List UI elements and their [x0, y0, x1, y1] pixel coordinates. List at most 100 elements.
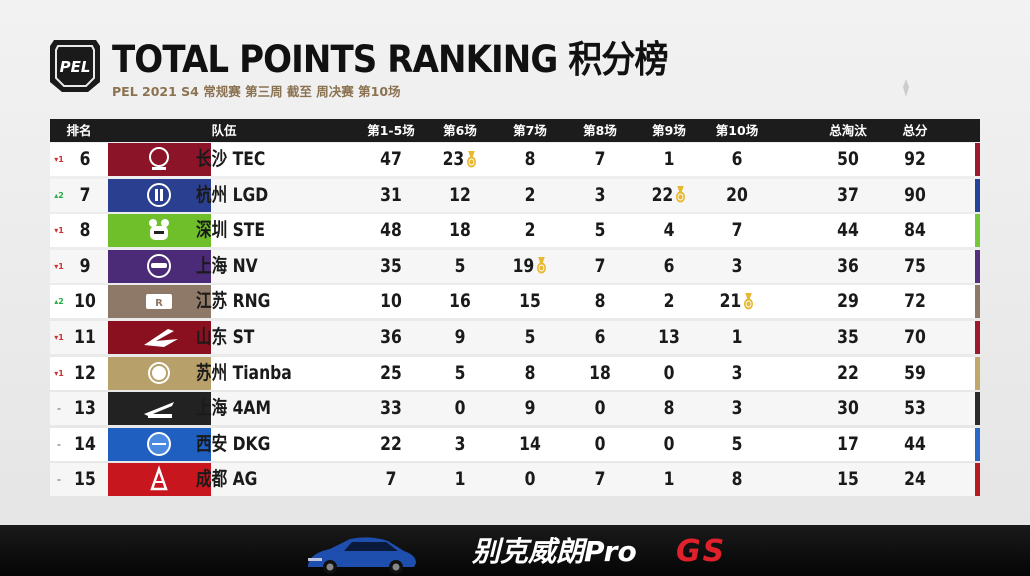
score-cell-m7: 2 [510, 179, 551, 212]
score-cell-m10: 3 [712, 250, 763, 283]
ranking-table: 排名 队伍 第1-5场 第6场 第7场 第8场 第9场 第10场 总淘汰 总分 … [50, 119, 980, 499]
score-cell-m1-5: 31 [361, 179, 420, 212]
score-cell-total: 44 [896, 428, 934, 461]
team-color-edge [975, 356, 980, 390]
score-value: 8 [524, 148, 536, 170]
score-value: 1 [663, 468, 675, 491]
score-cell-m1-5: 36 [361, 321, 420, 354]
table-row: ▾1 6 长沙 TEC 47 23 8 7 1 6 50 92 [50, 143, 980, 176]
rank-cell: 15 [74, 468, 96, 491]
col-match-8: 第8场 [583, 123, 617, 138]
score-cell-m9: 2 [649, 285, 690, 318]
score-cell-m1-5: 7 [361, 463, 420, 496]
score-cell-m7: 15 [510, 285, 551, 318]
table-row: ▾1 11 山东 ST 36 9 5 6 13 1 35 70 [50, 321, 980, 354]
team-name-cell: 西安 DKG [196, 432, 271, 455]
team-color-edge [975, 392, 980, 426]
score-value: 18 [449, 219, 471, 242]
score-cell-m9: 1 [649, 463, 690, 496]
score-cell-m9: 4 [649, 214, 690, 247]
score-value: 2 [663, 290, 675, 313]
score-value: 5 [731, 432, 743, 455]
score-value: 9 [524, 397, 536, 420]
score-value: 18 [589, 361, 611, 384]
score-cell-total: 24 [896, 463, 934, 496]
score-value: 36 [380, 326, 402, 348]
score-cell-m8: 7 [580, 463, 621, 496]
score-value: 36 [837, 254, 859, 277]
score-cell-total: 92 [896, 143, 934, 176]
score-value: 0 [594, 432, 606, 455]
team-color-edge [975, 463, 980, 497]
score-value: 84 [904, 219, 926, 242]
score-value: 5 [594, 219, 606, 242]
lgd-logo [108, 178, 211, 212]
table-row: ▾1 8 深圳 STE 48 18 2 5 4 7 44 84 [50, 214, 980, 248]
rank-cell: 12 [74, 361, 96, 384]
score-value: 6 [731, 148, 743, 170]
score-value: 5 [524, 326, 536, 348]
score-value: 92 [904, 148, 926, 170]
score-cell-m10: 21 [712, 285, 763, 318]
score-cell-m9: 1 [649, 143, 690, 176]
team-name-cell: 杭州 LGD [196, 183, 269, 206]
score-cell-m10: 6 [712, 143, 763, 176]
rank-change-indicator: – [57, 475, 61, 485]
team-name-cell: 上海 NV [196, 254, 258, 277]
score-value: 0 [454, 397, 466, 420]
score-cell-total: 90 [896, 179, 934, 212]
score-value: 19 [512, 254, 535, 277]
team-name-cell: 上海 4AM [196, 397, 271, 420]
score-value: 53 [904, 397, 926, 420]
score-value: 30 [837, 397, 859, 420]
team-name-cell: 江苏 RNG [196, 290, 271, 313]
score-cell-m6: 1 [440, 463, 481, 496]
score-cell-m9: 6 [649, 250, 690, 283]
score-value: 70 [904, 326, 926, 348]
score-cell-m1-5: 25 [361, 357, 420, 390]
score-value: 7 [731, 219, 743, 242]
score-value: 8 [594, 290, 606, 313]
score-cell-m6: 12 [440, 179, 481, 212]
st-logo [108, 321, 211, 354]
score-cell-elims: 36 [825, 250, 871, 283]
table-row: ▴2 10 R 江苏 RNG 10 16 15 8 2 21 29 72 [50, 285, 980, 319]
score-cell-elims: 44 [825, 214, 871, 247]
score-cell-total: 70 [896, 321, 934, 354]
team-name-cell: 苏州 Tianba [196, 361, 292, 384]
score-value: 31 [380, 183, 402, 206]
nv-logo [108, 249, 211, 283]
score-cell-m6: 0 [440, 392, 481, 425]
score-value: 4 [663, 219, 675, 242]
score-cell-m8: 7 [580, 143, 621, 176]
score-value: 1 [731, 326, 743, 348]
table-row: – 14 西安 DKG 22 3 14 0 0 5 17 44 [50, 427, 980, 461]
team-color-edge [975, 285, 980, 319]
rank-change-indicator: ▾1 [54, 261, 64, 271]
score-value: 24 [904, 468, 926, 491]
team-color-edge [975, 427, 980, 461]
score-value: 50 [837, 148, 859, 170]
score-value: 0 [594, 397, 606, 420]
team-color-edge [975, 143, 980, 176]
team-name-cell: 深圳 STE [196, 219, 266, 242]
score-value: 15 [519, 290, 541, 313]
score-cell-m9: 0 [649, 428, 690, 461]
score-cell-m8: 0 [580, 428, 621, 461]
table-row: – 15 成都 AG 7 1 0 7 1 8 15 24 [50, 463, 980, 497]
score-cell-m8: 7 [580, 250, 621, 283]
score-value: 33 [380, 397, 402, 420]
score-value: 12 [449, 183, 471, 206]
col-match-9: 第9场 [652, 123, 686, 138]
pel-logo: PEL [48, 36, 102, 96]
score-value: 5 [454, 361, 466, 384]
score-cell-m1-5: 35 [361, 250, 420, 283]
score-cell-m10: 7 [712, 214, 763, 247]
score-value: 9 [454, 326, 466, 348]
score-value: 48 [380, 219, 402, 242]
score-value: 29 [837, 290, 859, 313]
team-name-cell: 山东 ST [196, 326, 255, 348]
score-cell-total: 72 [896, 285, 934, 318]
score-value: 13 [658, 326, 680, 348]
rank-change-indicator: ▴2 [54, 190, 64, 200]
